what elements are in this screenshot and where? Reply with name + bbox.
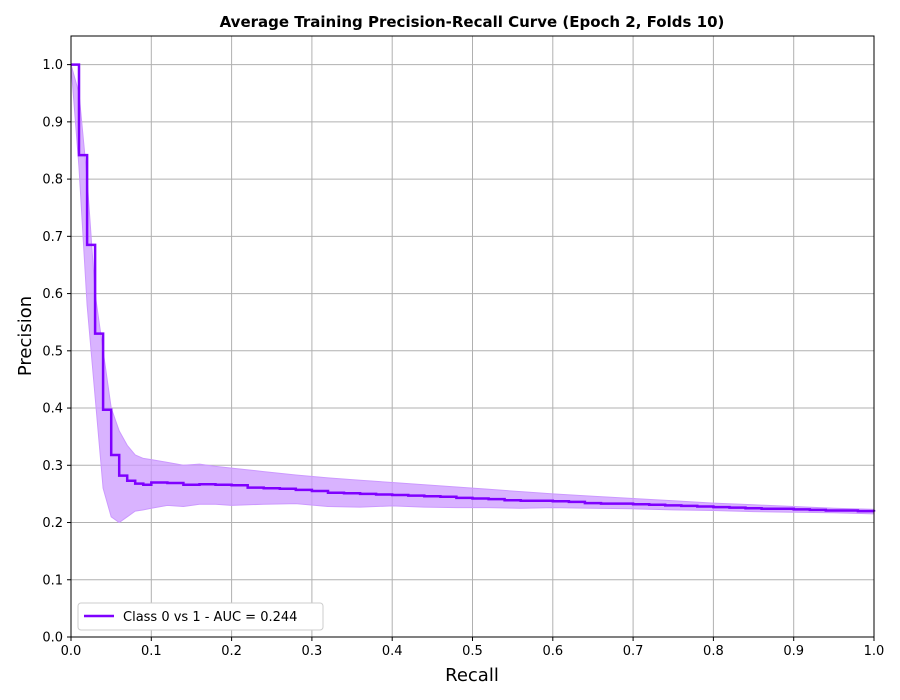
x-tick-label: 0.6 bbox=[542, 644, 563, 659]
y-tick-label: 0.3 bbox=[42, 459, 63, 474]
y-tick-label: 0.0 bbox=[42, 631, 63, 646]
y-tick-label: 0.4 bbox=[42, 402, 63, 417]
x-tick-label: 0.5 bbox=[462, 644, 483, 659]
x-tick-label: 0.0 bbox=[61, 644, 82, 659]
x-tick-label: 0.9 bbox=[783, 644, 804, 659]
x-tick-label: 0.7 bbox=[623, 644, 644, 659]
y-tick-label: 1.0 bbox=[42, 58, 63, 73]
chart-title: Average Training Precision-Recall Curve … bbox=[220, 13, 725, 31]
x-tick-label: 0.4 bbox=[382, 644, 403, 659]
y-axis-title: Precision bbox=[15, 296, 36, 376]
x-axis-ticks: 0.0 0.1 0.2 0.3 0.4 0.5 0.6 0.7 0.8 0.9 1.0 bbox=[61, 637, 885, 659]
x-tick-label: 0.3 bbox=[302, 644, 323, 659]
x-tick-label: 0.1 bbox=[141, 644, 162, 659]
x-tick-label: 0.8 bbox=[703, 644, 724, 659]
legend-box bbox=[77, 602, 324, 631]
y-tick-label: 0.7 bbox=[42, 230, 63, 245]
series-line bbox=[71, 63, 876, 513]
legend-label: Class 0 vs 1 - AUC = 0.244 bbox=[123, 610, 297, 625]
y-axis-ticks: 0.0 0.1 0.2 0.3 0.4 0.5 0.6 0.7 0.8 0.9 1.0 bbox=[42, 58, 71, 646]
y-tick-label: 0.9 bbox=[42, 115, 63, 130]
y-tick-label: 0.2 bbox=[42, 516, 63, 531]
y-tick-label: 0.8 bbox=[42, 173, 63, 188]
x-tick-label: 0.2 bbox=[221, 644, 242, 659]
series-line-layer bbox=[71, 63, 876, 513]
x-axis-title: Recall bbox=[445, 665, 499, 686]
legend: Class 0 vs 1 - AUC = 0.244 bbox=[77, 602, 324, 631]
y-tick-label: 0.5 bbox=[42, 344, 63, 359]
y-tick-label: 0.1 bbox=[42, 573, 63, 588]
y-tick-label: 0.6 bbox=[42, 287, 63, 302]
x-tick-label: 1.0 bbox=[864, 644, 885, 659]
